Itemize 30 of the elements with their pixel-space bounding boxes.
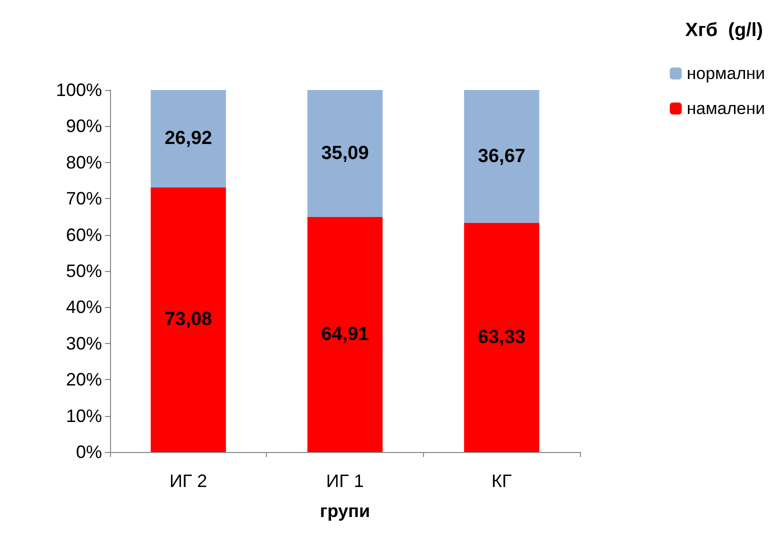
x-tick-label: ИГ 1 — [326, 471, 364, 491]
bar — [464, 222, 540, 452]
bar — [150, 90, 226, 188]
legend-label: намалени — [686, 99, 766, 118]
y-tick-label: 40% — [66, 297, 102, 318]
x-axis-title: групи — [320, 501, 370, 521]
legend-title: Хгб (g/l) — [685, 20, 764, 41]
y-tick-label: 10% — [66, 406, 102, 426]
x-tick-label: ИГ 2 — [169, 471, 208, 491]
y-tick-label: 80% — [66, 152, 102, 172]
bar — [307, 217, 383, 452]
data-label: 64,91 — [321, 324, 370, 346]
y-tick-label: 30% — [66, 333, 102, 354]
data-label: 35,09 — [321, 143, 369, 164]
data-label: 63,33 — [478, 326, 526, 348]
y-tick-label: 70% — [66, 188, 102, 209]
y-tick-label: 0% — [76, 442, 102, 462]
x-tick-label: КГ — [492, 471, 512, 491]
bar — [307, 90, 383, 218]
data-label: 73,08 — [164, 309, 212, 330]
y-tick-label: 60% — [66, 224, 102, 245]
y-tick-label: 90% — [66, 116, 102, 136]
data-label: 26,92 — [164, 128, 212, 150]
legend-label: нормални — [686, 64, 766, 83]
y-tick-label: 100% — [56, 80, 102, 100]
bar — [150, 187, 226, 452]
data-label: 36,67 — [478, 146, 526, 167]
bar — [464, 90, 540, 223]
y-tick-label: 50% — [66, 261, 102, 281]
y-tick-label: 20% — [66, 370, 102, 390]
